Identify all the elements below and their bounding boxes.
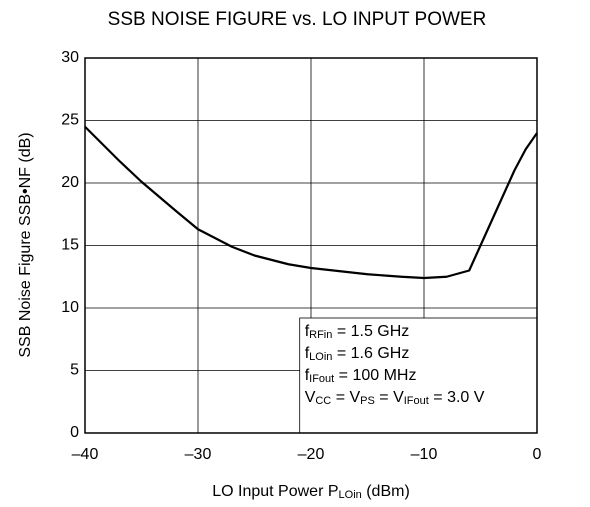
y-tick-label: 5 [70, 362, 79, 379]
plot-frame [84, 57, 538, 434]
text: (dBm) [362, 483, 410, 500]
subscript: LOin [339, 489, 362, 501]
subscript: PS [360, 395, 375, 407]
x-tick-label: –30 [185, 446, 212, 463]
subscript: IFout [309, 373, 334, 385]
text: = V [331, 389, 360, 406]
y-tick-label: 25 [61, 112, 79, 129]
y-tick-label: 0 [70, 424, 79, 441]
text: = 3.0 V [429, 389, 485, 406]
subscript: IFout [404, 395, 429, 407]
chart-title: SSB NOISE FIGURE vs. LO INPUT POWER [108, 9, 487, 30]
line-series [84, 125, 538, 280]
x-tick-label: –20 [298, 446, 325, 463]
text: f [305, 323, 310, 340]
legend-box [299, 317, 538, 434]
subscript: LOin [309, 351, 332, 363]
annotation: fLOin = 1.6 GHz [305, 345, 410, 363]
text: V [305, 389, 316, 406]
text: = 1.6 GHz [332, 345, 409, 362]
text: = 1.5 GHz [332, 323, 409, 340]
annotation: fRFin = 1.5 GHz [305, 323, 410, 341]
subscript: CC [315, 395, 331, 407]
y-tick-label: 30 [61, 49, 79, 66]
y-tick-label: 10 [61, 299, 79, 316]
subscript: RFin [309, 329, 332, 341]
text: = 100 MHz [334, 367, 416, 384]
y-tick-label: 20 [61, 174, 79, 191]
text: LO Input Power P [212, 483, 338, 500]
x-tick-label: –10 [411, 446, 438, 463]
x-axis-label: LO Input Power PLOin (dBm) [212, 483, 410, 501]
annotation: fIFout = 100 MHz [305, 367, 417, 385]
annotation: VCC = VPS = VIFout = 3.0 V [305, 389, 485, 407]
text: f [305, 345, 310, 362]
x-tick-label: 0 [533, 446, 542, 463]
x-tick-label: –40 [72, 446, 99, 463]
y-tick-label: 15 [61, 237, 79, 254]
text: = V [375, 389, 404, 406]
text: f [305, 367, 310, 384]
y-axis-label: SSB Noise Figure SSB•NF (dB) [17, 132, 34, 357]
